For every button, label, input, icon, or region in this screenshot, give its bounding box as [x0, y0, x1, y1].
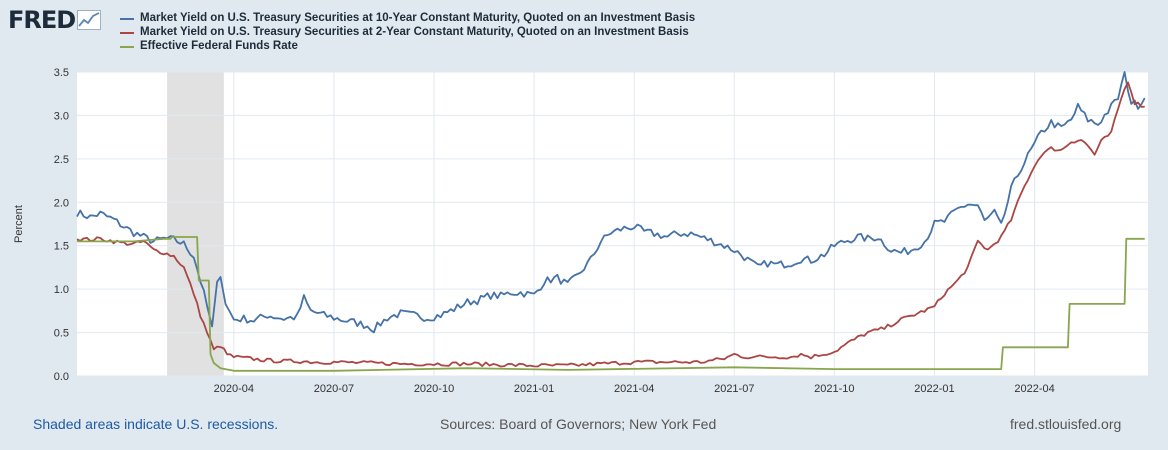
legend-swatch-fed-funds	[120, 46, 134, 48]
recession-shading	[167, 72, 224, 376]
y-tick-label: 2.5	[54, 154, 69, 166]
plot-area	[77, 72, 1148, 376]
x-tick-label: 2021-04	[614, 383, 654, 395]
series-line-2yr[interactable]	[76, 81, 1145, 368]
y-tick-label: 3.0	[54, 110, 69, 122]
x-tick-label: 2021-10	[814, 383, 854, 395]
legend-item-2yr[interactable]: Market Yield on U.S. Treasury Securities…	[120, 26, 695, 40]
x-tick-label: 2020-07	[314, 383, 354, 395]
legend-label-fed-funds: Effective Federal Funds Rate	[140, 40, 298, 53]
x-tick-label: 2021-07	[714, 383, 754, 395]
fred-logo-text: FRED	[8, 6, 76, 34]
site-link[interactable]: fred.stlouisfed.org	[1010, 416, 1122, 432]
recession-note: Shaded areas indicate U.S. recessions.	[33, 416, 279, 432]
y-tick-label: 1.0	[54, 284, 69, 296]
x-tick-label: 2022-01	[914, 383, 954, 395]
legend-label-10yr: Market Yield on U.S. Treasury Securities…	[140, 12, 696, 25]
x-tick-label: 2020-04	[214, 383, 254, 395]
y-tick-label: 0.5	[54, 328, 69, 340]
series-line-10yr[interactable]	[76, 71, 1146, 334]
line-chart[interactable]: 0.0 0.5 1.0 1.5 2.0 2.5 3.0 3.5 2020-04 2020-07 20…	[0, 0, 1168, 410]
y-tick-label: 2.0	[54, 197, 69, 209]
series-line-fed-funds[interactable]	[77, 236, 1145, 372]
y-tick-label: 1.5	[54, 241, 69, 253]
trend-line-icon	[77, 10, 102, 30]
legend-swatch-2yr	[120, 32, 134, 34]
fred-logo[interactable]: FRED	[8, 6, 102, 34]
x-tick-label: 2021-01	[514, 383, 554, 395]
y-axis-label: Percent	[13, 205, 25, 243]
y-tick-label: 3.5	[54, 67, 69, 79]
sources-note: Sources: Board of Governors; New York Fe…	[440, 416, 717, 432]
legend-item-10yr[interactable]: Market Yield on U.S. Treasury Securities…	[120, 12, 695, 26]
legend-label-2yr: Market Yield on U.S. Treasury Securities…	[140, 26, 689, 39]
x-tick-label: 2022-04	[1014, 383, 1054, 395]
legend-swatch-10yr	[120, 18, 134, 20]
chart-legend: Market Yield on U.S. Treasury Securities…	[120, 12, 695, 54]
x-tick-label: 2020-10	[414, 383, 454, 395]
legend-item-fed-funds[interactable]: Effective Federal Funds Rate	[120, 40, 695, 54]
y-tick-label: 0.0	[54, 371, 69, 383]
